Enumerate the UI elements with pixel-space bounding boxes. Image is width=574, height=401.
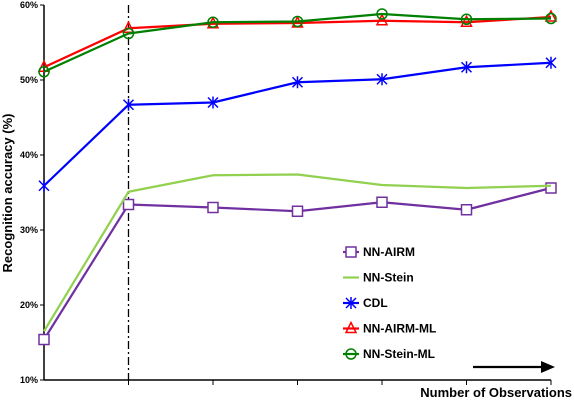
data-point (38, 179, 50, 192)
data-point (38, 66, 50, 78)
y-tick-label: 50% (20, 75, 38, 85)
y-axis-label: Recognition accuracy (%) (0, 114, 15, 273)
data-point (545, 182, 557, 194)
series-line (43, 173, 552, 332)
data-point (38, 333, 50, 346)
y-tick-label: 60% (20, 0, 38, 10)
y-tick-label: 30% (20, 225, 38, 235)
data-point (122, 198, 135, 211)
y-tick-label: 20% (20, 300, 38, 310)
legend-label: NN-Stein (363, 271, 414, 285)
legend-label: NN-Stein-ML (363, 347, 435, 361)
data-point (122, 98, 135, 111)
data-point (376, 73, 388, 86)
y-tick-label: 40% (20, 150, 38, 160)
data-point (291, 76, 304, 89)
right-arrow-icon (473, 361, 555, 373)
legend-item: NN-Stein-ML (343, 347, 435, 361)
data-point (291, 205, 304, 217)
series-line (43, 12, 552, 73)
legend-item: CDL (343, 296, 388, 310)
series-nn-stein-ml (38, 8, 557, 78)
data-point (545, 56, 557, 69)
legend-label: NN-AIRM-ML (363, 322, 436, 336)
data-point (376, 8, 388, 20)
legend-label: CDL (363, 296, 388, 310)
series-line (43, 15, 552, 69)
legend-marker (345, 348, 357, 360)
data-point (460, 14, 473, 27)
legend-item: NN-AIRM (343, 245, 415, 259)
data-point (375, 13, 389, 26)
y-axis: 10% 20% 30% 40% 50% 60% (20, 0, 45, 385)
series-cdl (38, 56, 557, 192)
data-point (545, 12, 557, 25)
legend-item: NN-AIRM-ML (343, 320, 436, 336)
legend-label: NN-AIRM (363, 245, 415, 259)
legend: NN-AIRM NN-Stein CDL NN-AIRM-ML NN-Stein-ML (343, 245, 436, 361)
legend-item: NN-Stein (343, 271, 414, 285)
data-point (207, 96, 219, 109)
data-point (207, 16, 219, 28)
legend-marker (345, 297, 357, 309)
data-point (460, 204, 473, 216)
y-tick-label: 10% (20, 375, 38, 385)
series-layer (37, 8, 558, 346)
data-point (122, 27, 135, 40)
data-point (291, 15, 304, 28)
x-axis-label: Number of Observations (420, 385, 572, 400)
series-nn-airm (38, 182, 557, 346)
data-point (460, 61, 473, 74)
data-point (544, 9, 558, 22)
legend-marker (344, 320, 358, 334)
series-nn-stein (43, 173, 552, 332)
arrow-head (541, 361, 555, 373)
data-point (376, 196, 388, 208)
legend-marker (345, 246, 357, 258)
data-point (122, 20, 135, 33)
data-point (460, 13, 473, 25)
data-point (207, 201, 219, 214)
